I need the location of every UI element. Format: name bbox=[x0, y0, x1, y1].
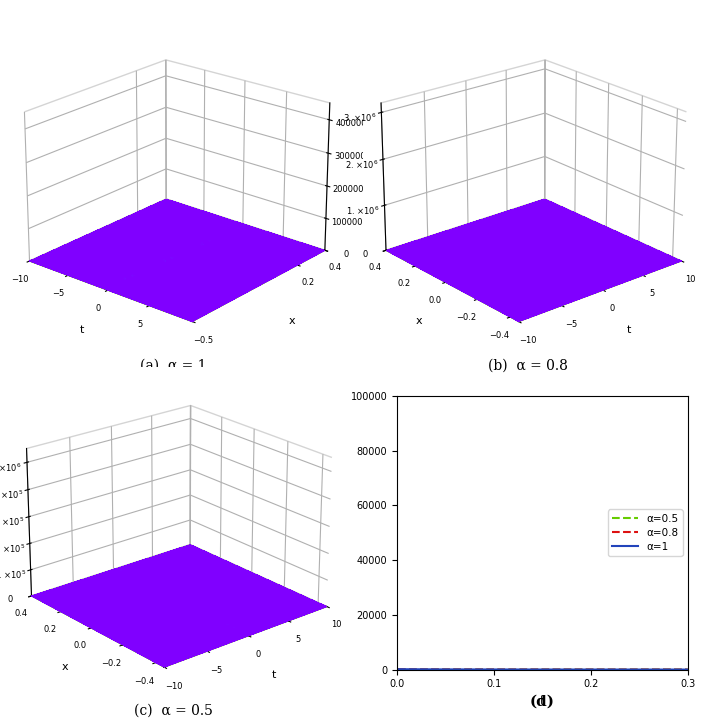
α=0.5 bbox=[504, 665, 513, 674]
Text: (a)  α = 1: (a) α = 1 bbox=[140, 359, 207, 372]
α=0.8 bbox=[610, 665, 618, 674]
Text: (c)  α = 0.5: (c) α = 0.5 bbox=[134, 704, 213, 718]
α=0.8 bbox=[567, 665, 576, 674]
α=1 bbox=[582, 665, 591, 674]
α=0.8 bbox=[504, 665, 513, 674]
α=0.5 bbox=[632, 665, 640, 674]
α=0.5 bbox=[610, 665, 618, 674]
Text: (b)  α = 0.8: (b) α = 0.8 bbox=[489, 359, 568, 372]
X-axis label: t: t bbox=[80, 325, 84, 335]
α=0.8 bbox=[632, 665, 640, 674]
Text: (d): (d) bbox=[530, 694, 555, 708]
α=0.8 bbox=[582, 665, 591, 674]
Y-axis label: x: x bbox=[62, 662, 68, 672]
α=0.5 bbox=[582, 665, 591, 674]
α=1 bbox=[567, 665, 576, 674]
α=1 bbox=[504, 665, 513, 674]
α=0.5 bbox=[567, 665, 576, 674]
X-axis label: t: t bbox=[272, 670, 277, 680]
X-axis label: t: t bbox=[540, 695, 545, 708]
Legend: α=0.5, α=0.8, α=1: α=0.5, α=0.8, α=1 bbox=[608, 510, 683, 556]
α=0.8 bbox=[393, 665, 402, 673]
α=0.5 bbox=[447, 665, 455, 674]
Y-axis label: x: x bbox=[289, 316, 295, 326]
α=1 bbox=[393, 665, 402, 673]
α=0.8 bbox=[683, 665, 692, 674]
Y-axis label: x: x bbox=[416, 316, 423, 326]
α=0.5 bbox=[683, 665, 692, 674]
X-axis label: t: t bbox=[627, 325, 631, 335]
α=1 bbox=[610, 665, 618, 674]
α=1 bbox=[447, 665, 455, 674]
α=1 bbox=[632, 665, 640, 674]
α=0.8 bbox=[447, 665, 455, 674]
α=1 bbox=[683, 665, 692, 674]
α=0.5 bbox=[393, 665, 402, 674]
